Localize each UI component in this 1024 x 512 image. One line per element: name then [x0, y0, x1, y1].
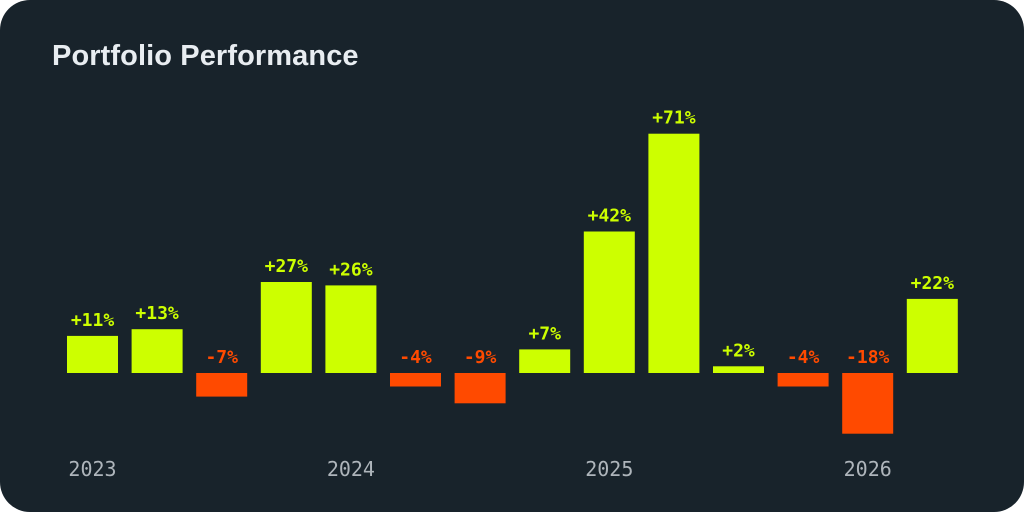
x-tick-label-2025: 2025 [585, 457, 633, 481]
bar-1 [131, 329, 183, 373]
bar-0 [67, 335, 118, 373]
bar-value-label-5: -4% [399, 347, 432, 368]
bar-value-label-1: +13% [135, 303, 179, 324]
bar-value-label-10: +2% [722, 340, 755, 361]
x-axis-ticks: 2023 2024 2025 2026 [68, 457, 891, 481]
bar-3 [260, 282, 312, 373]
chart-title: Portfolio Performance [52, 40, 359, 72]
bar-value-label-4: +26% [329, 259, 373, 280]
bar-4 [325, 285, 377, 373]
bar-value-label-11: -4% [787, 347, 820, 368]
bar-value-label-12: -18% [846, 347, 890, 368]
value-labels-group: +11% +13% -7% +27% +26% -4% -9% +7% +42% +71% +2% -… [71, 108, 954, 368]
bar-value-label-0: +11% [71, 310, 115, 331]
bar-value-label-13: +22% [911, 273, 955, 294]
bar-7 [519, 349, 571, 373]
bars-group [67, 133, 958, 434]
bar-10 [713, 366, 764, 373]
x-tick-label-2024: 2024 [327, 457, 375, 481]
x-tick-label-2023: 2023 [68, 457, 116, 481]
bar-5 [390, 373, 441, 387]
bar-value-label-3: +27% [265, 256, 309, 277]
x-tick-label-2026: 2026 [844, 457, 892, 481]
bar-8 [583, 231, 635, 373]
bar-2 [196, 373, 248, 397]
bar-13 [906, 298, 958, 373]
bar-9 [648, 133, 700, 373]
bar-value-label-2: -7% [205, 347, 238, 368]
bar-11 [777, 373, 829, 387]
bar-value-label-6: -9% [464, 347, 497, 368]
bar-value-label-8: +42% [588, 206, 632, 227]
bar-6 [454, 373, 506, 404]
bar-value-label-7: +7% [528, 323, 561, 344]
bar-value-label-9: +71% [652, 108, 696, 129]
bar-12 [842, 373, 894, 434]
